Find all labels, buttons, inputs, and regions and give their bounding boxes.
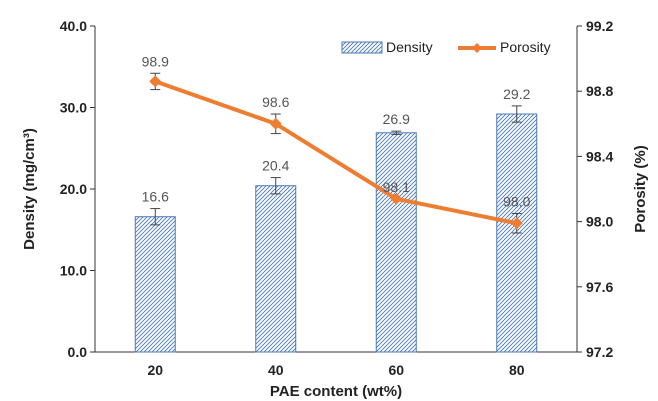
x-axis-title: PAE content (wt%) — [270, 383, 402, 400]
left-tick-label: 0.0 — [68, 344, 88, 360]
density-data-label: 26.9 — [383, 111, 410, 127]
porosity-data-label: 98.1 — [383, 179, 410, 195]
data-labels: 16.6 20.4 26.9 29.2 98.9 98.6 98.1 98.0 — [142, 53, 531, 209]
right-tick-label: 97.6 — [586, 279, 613, 295]
porosity-marker — [390, 192, 403, 205]
density-bar — [375, 132, 417, 353]
left-tick-label: 30.0 — [60, 100, 87, 116]
left-tick-label: 40.0 — [60, 18, 87, 34]
x-tick-label: 80 — [509, 362, 525, 378]
x-tick-label: 40 — [268, 362, 284, 378]
left-axis-ticks: 0.0 10.0 20.0 30.0 40.0 — [60, 18, 95, 360]
x-tick-label: 20 — [147, 362, 163, 378]
porosity-marker — [149, 75, 162, 88]
porosity-series-line — [154, 79, 518, 226]
density-data-label: 29.2 — [503, 86, 530, 102]
porosity-data-label: 98.0 — [503, 193, 530, 209]
porosity-marker — [510, 217, 523, 230]
density-error-bars — [150, 105, 522, 226]
left-tick-label: 10.0 — [60, 263, 87, 279]
left-tick-label: 20.0 — [60, 181, 87, 197]
density-data-label: 16.6 — [142, 189, 169, 205]
porosity-line — [149, 72, 523, 234]
density-bar — [255, 185, 297, 353]
porosity-data-label: 98.6 — [262, 94, 289, 110]
density-bar — [134, 216, 176, 353]
right-tick-label: 98.0 — [586, 214, 613, 230]
x-axis-ticks: 20 40 60 80 — [147, 362, 524, 378]
porosity-data-label: 98.9 — [142, 53, 169, 69]
legend-porosity-label: Porosity — [500, 39, 551, 55]
left-axis-title: Density (mg/cm³) — [21, 128, 38, 250]
right-axis-title: Porosity (%) — [632, 145, 649, 233]
right-tick-label: 97.2 — [586, 344, 613, 360]
right-tick-label: 98.4 — [586, 148, 613, 164]
right-tick-label: 99.2 — [586, 18, 613, 34]
right-axis-ticks: 97.2 97.6 98.0 98.4 98.8 99.2 — [577, 18, 613, 360]
legend-density-label: Density — [386, 39, 433, 55]
right-tick-label: 98.8 — [586, 83, 613, 99]
legend: Density Porosity — [341, 39, 551, 55]
density-data-label: 20.4 — [262, 158, 289, 174]
legend-porosity-marker — [472, 43, 482, 53]
x-tick-label: 60 — [388, 362, 404, 378]
porosity-marker — [269, 117, 282, 130]
density-bars — [134, 113, 538, 353]
legend-density-swatch — [341, 41, 383, 54]
